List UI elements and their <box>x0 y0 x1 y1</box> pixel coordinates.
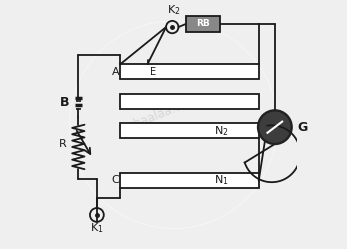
Text: R: R <box>59 139 66 149</box>
Text: N$_2$: N$_2$ <box>214 124 229 138</box>
Circle shape <box>258 110 292 144</box>
Bar <box>186 16 220 32</box>
Text: K$_2$: K$_2$ <box>167 3 180 17</box>
Text: E: E <box>150 67 156 77</box>
Text: RB: RB <box>196 19 210 28</box>
Text: B: B <box>60 96 69 109</box>
Text: shaalaa.com: shaalaa.com <box>127 93 201 133</box>
Text: N$_1$: N$_1$ <box>214 173 229 187</box>
Text: C: C <box>111 175 119 185</box>
Bar <box>120 64 259 79</box>
Bar <box>120 94 259 109</box>
Bar <box>120 124 259 138</box>
Text: G: G <box>297 121 307 134</box>
Text: A: A <box>111 66 119 76</box>
Bar <box>120 173 259 188</box>
Text: K$_1$: K$_1$ <box>90 221 104 235</box>
